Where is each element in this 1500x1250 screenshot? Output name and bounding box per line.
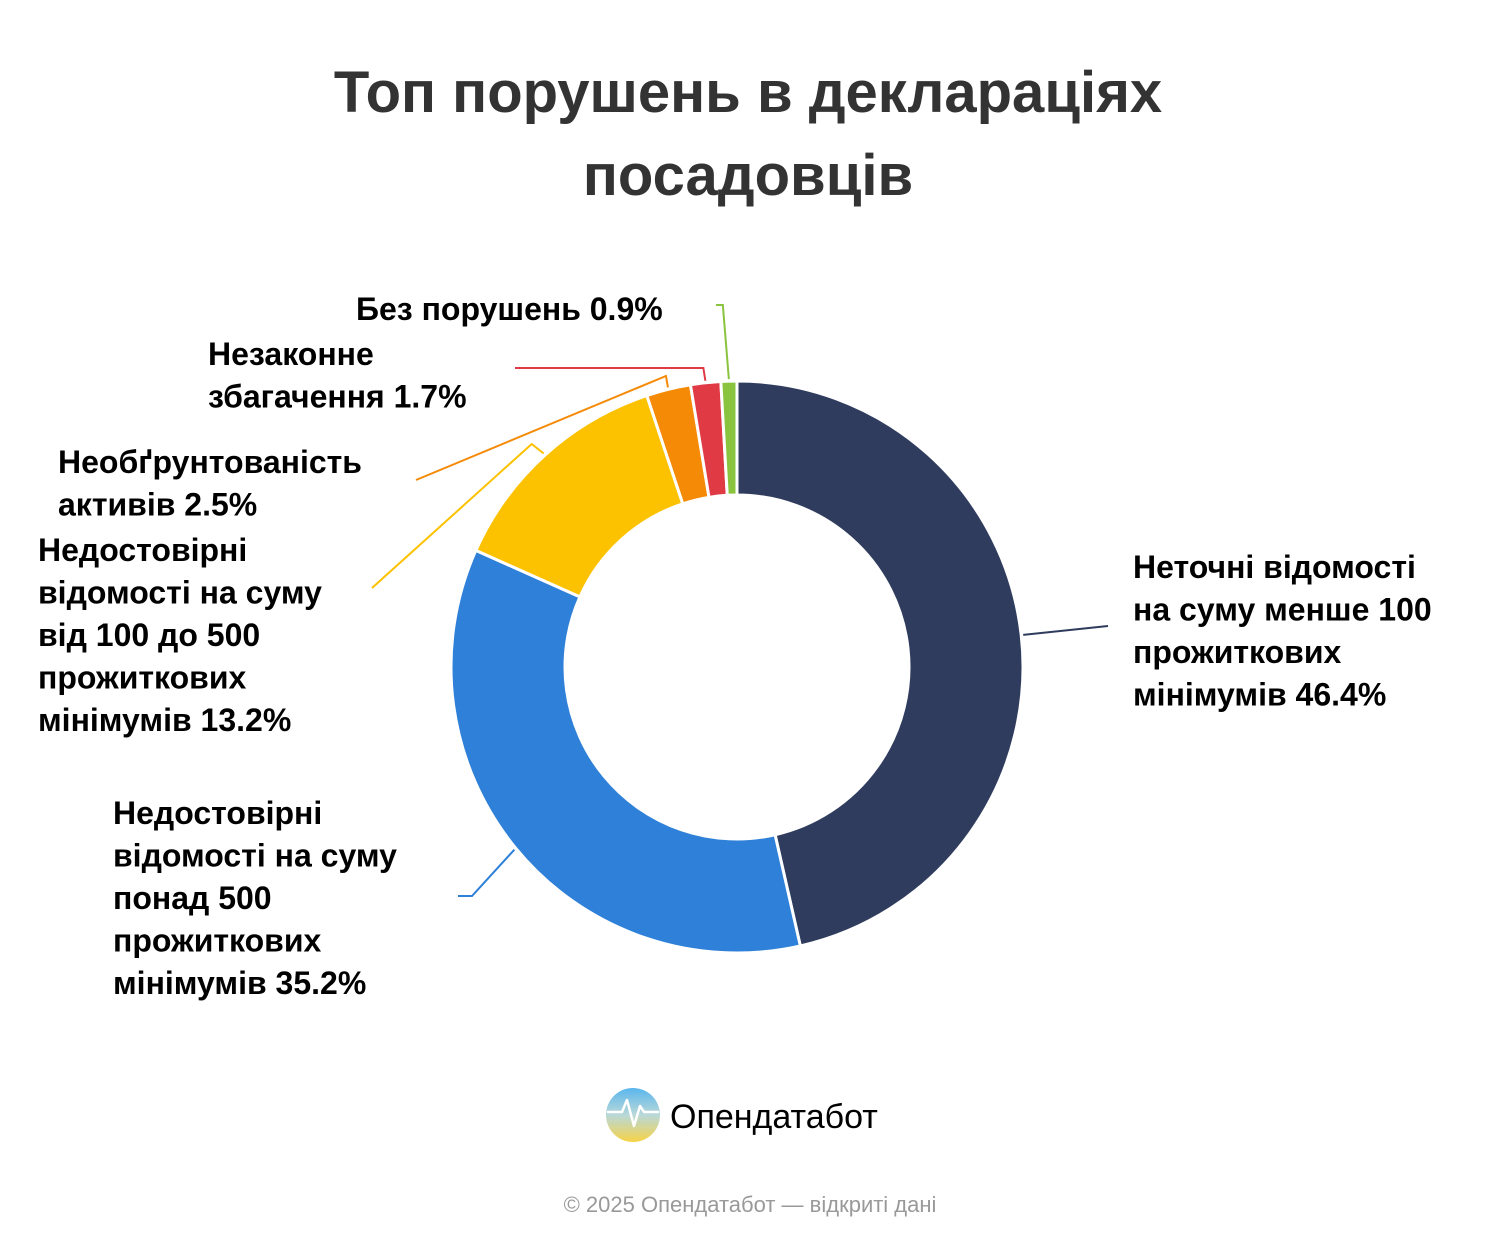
slice-label-4: Необґрунтованість активів 2.5% <box>58 444 362 523</box>
slice-label-1: Неточні відомості на суму менше 100 прожит… <box>1133 549 1432 713</box>
slice-label-3: Недостовірні відомості на суму від 100 до … <box>38 532 322 738</box>
leader-line-6 <box>716 304 730 380</box>
leader-lines <box>371 304 1109 897</box>
slice-label-2: Недостовірні відомості на суму понад 500 пр… <box>113 795 397 1001</box>
leader-line-3 <box>371 442 545 589</box>
slice-1 <box>735 379 1025 948</box>
leader-line-5 <box>515 367 707 381</box>
slice-labels: Неточні відомості на суму менше 100 прожит… <box>38 291 1432 1001</box>
chart-title: Топ порушень в деклараціях посадовців <box>334 60 1162 208</box>
leader-line-2 <box>458 849 516 897</box>
chart-title-line-1: Топ порушень в деклараціях <box>334 60 1162 125</box>
slice-label-6: Без порушень 0.9% <box>356 291 663 327</box>
slice-2 <box>449 548 802 955</box>
brand: Опендатабот <box>606 1088 878 1142</box>
slice-label-5: Незаконне збагачення 1.7% <box>208 336 467 415</box>
opendatabot-logo-icon <box>606 1088 660 1142</box>
slice-6 <box>719 379 739 497</box>
leader-line-1 <box>1023 625 1109 636</box>
donut-slices <box>449 379 1025 955</box>
chart-title-line-2: посадовців <box>583 143 913 208</box>
leader-line-4 <box>415 374 669 481</box>
footer-copyright: © 2025 Опендатабот — відкриті дані <box>564 1192 937 1217</box>
brand-name: Опендатабот <box>670 1098 878 1136</box>
